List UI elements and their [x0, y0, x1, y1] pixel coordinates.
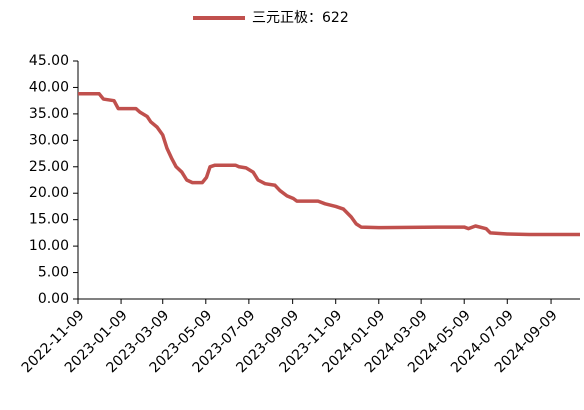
y-tick-label: 40.00 [29, 79, 69, 95]
y-tick-label: 15.00 [29, 212, 69, 228]
y-tick-label: 10.00 [29, 238, 69, 254]
y-tick-label: 0.00 [38, 291, 69, 307]
legend-label: 三元正极：622 [252, 10, 349, 26]
y-tick-label: 20.00 [29, 185, 69, 201]
y-tick-label: 30.00 [29, 132, 69, 148]
y-tick-label: 25.00 [29, 159, 69, 175]
series-line [78, 92, 580, 237]
y-tick-label: 5.00 [38, 265, 69, 281]
y-tick-label: 45.00 [29, 53, 69, 69]
y-tick-label: 35.00 [29, 106, 69, 122]
